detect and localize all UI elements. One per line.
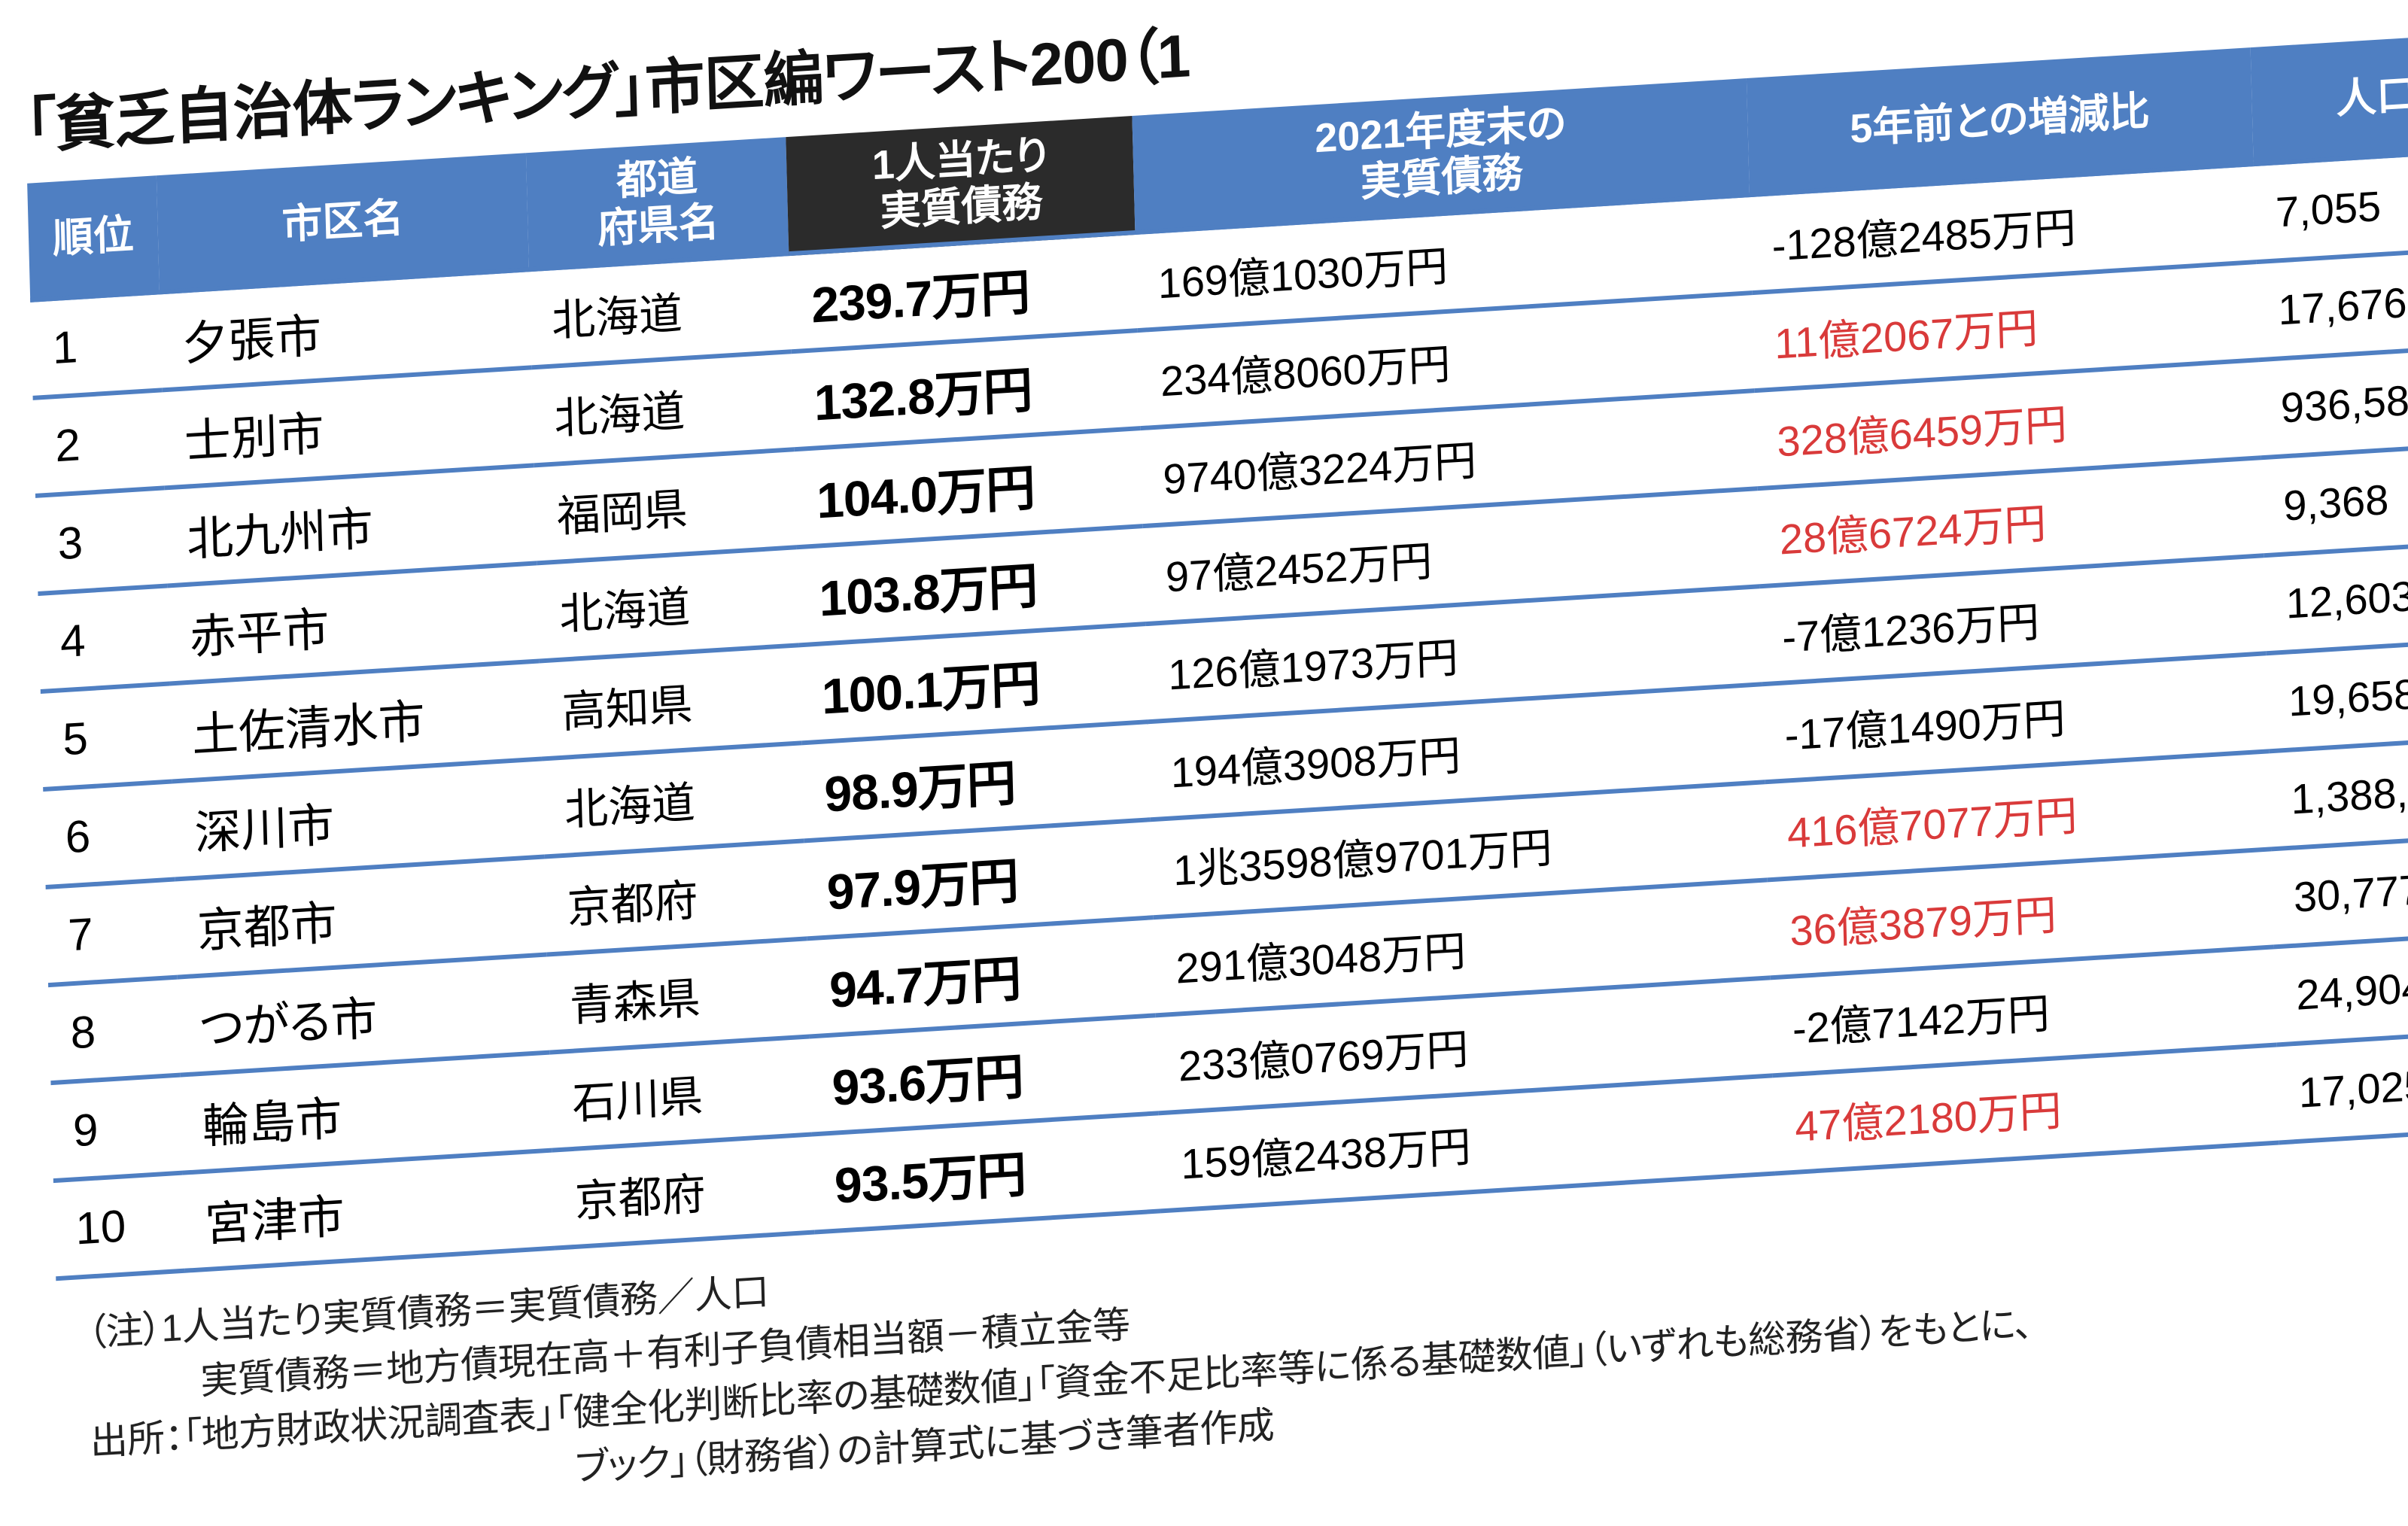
column-header-per_capita: 1人当たり実質債務: [786, 116, 1136, 256]
cell-pref: 京都府: [545, 844, 807, 957]
tilted-page: 「貧乏自治体ランキング」市区編ワースト200（1 順位市区名都道府県名1人当たり…: [24, 0, 2408, 1526]
cell-pref: 京都府: [552, 1137, 815, 1251]
cell-rank: 7: [46, 882, 178, 988]
column-header-pref: 都道府県名: [526, 137, 789, 272]
cell-rank: 5: [41, 686, 172, 792]
cell-rank: 6: [43, 784, 175, 890]
column-header-rank: 順位: [27, 175, 160, 302]
column-header-pop: 人口（人）: [2250, 27, 2408, 166]
cell-pref: 青森県: [547, 941, 810, 1055]
cell-pref: 北海道: [532, 354, 795, 467]
cell-pref: 北海道: [537, 549, 800, 663]
cell-rank: 3: [35, 491, 167, 597]
cell-rank: 10: [53, 1175, 185, 1281]
cell-per_capita: 93.5万円: [812, 1116, 1161, 1235]
cell-pref: 福岡県: [534, 451, 797, 565]
cell-rank: 9: [51, 1078, 183, 1184]
cell-rank: 2: [33, 393, 165, 499]
cell-pref: 北海道: [543, 746, 805, 859]
ranking-table: 順位市区名都道府県名1人当たり実質債務2021年度末の実質債務5年前との増減比人…: [27, 27, 2408, 1281]
cell-rank: 8: [48, 980, 180, 1086]
table-body: 1夕張市北海道239.7万円169億1030万円-128億2485万円7,055…: [30, 146, 2408, 1281]
column-header-city: 市区名: [157, 153, 530, 294]
cell-rank: 1: [30, 295, 162, 401]
cell-pref: 北海道: [530, 256, 792, 369]
cell-pref: 石川県: [550, 1039, 813, 1153]
cell-pref: 高知県: [540, 647, 802, 761]
cell-rank: 4: [38, 588, 170, 695]
